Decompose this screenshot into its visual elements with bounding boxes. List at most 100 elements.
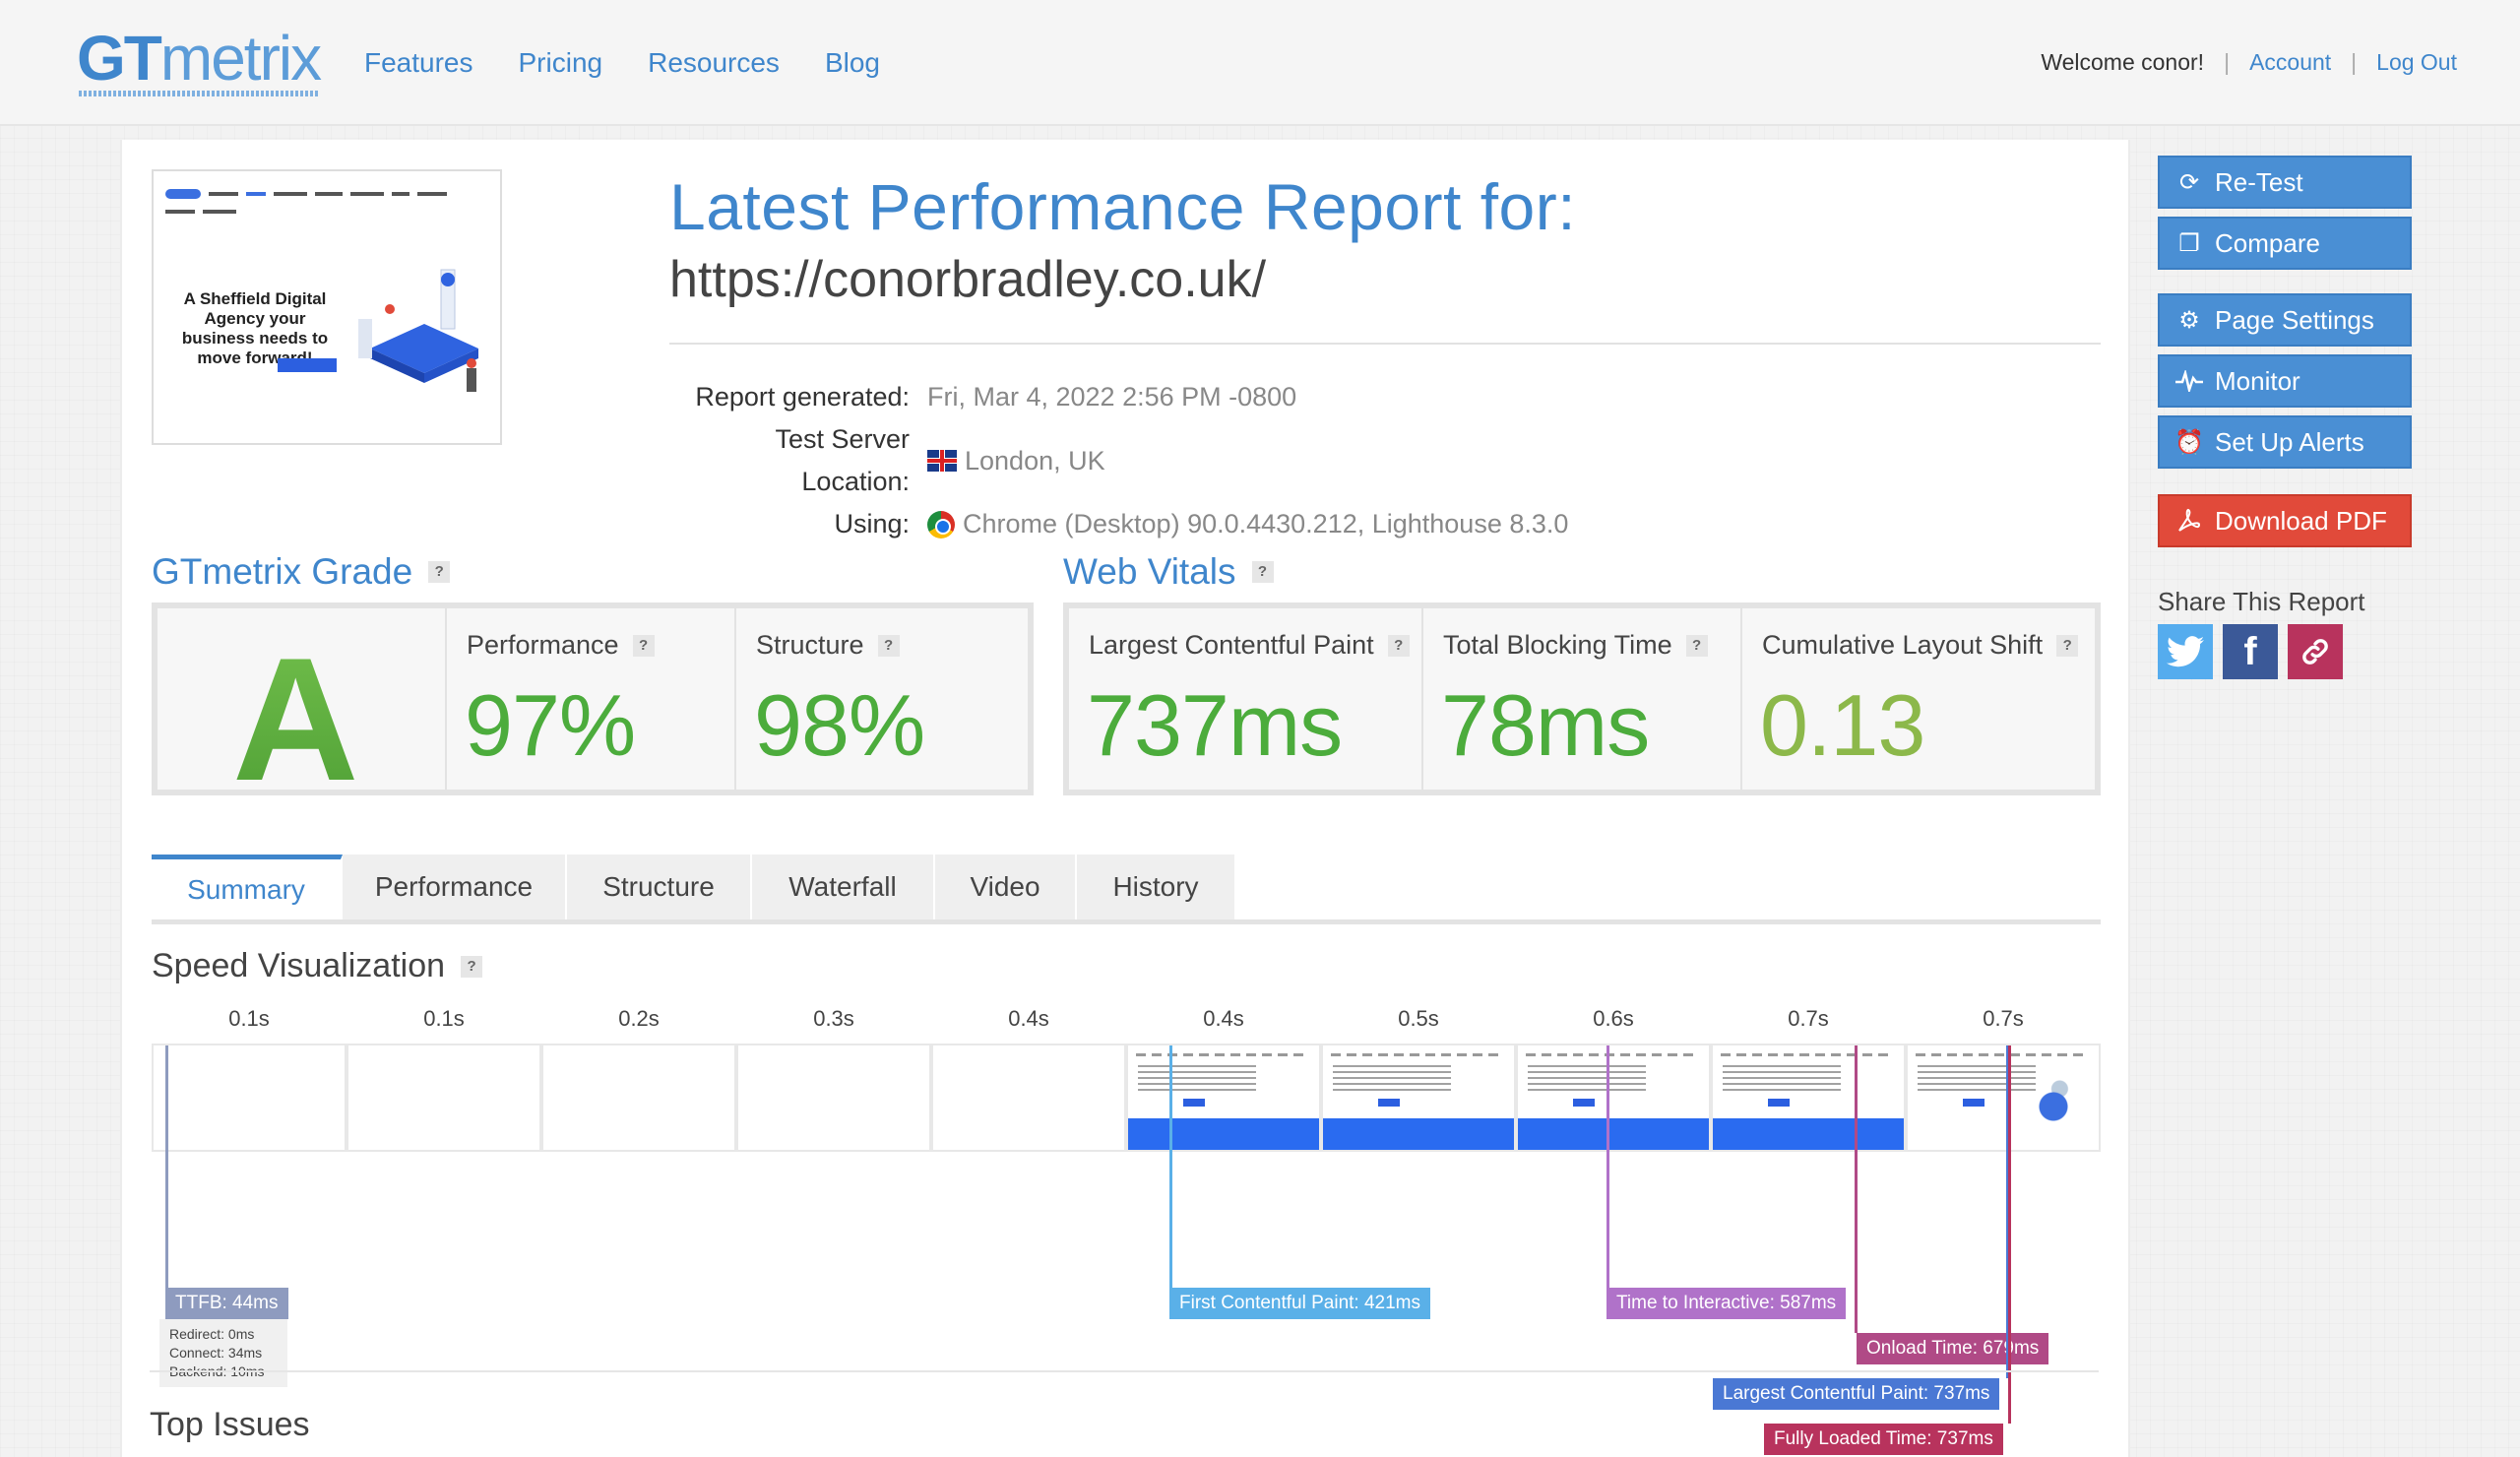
filmstrip-frame-painted[interactable]	[1516, 1044, 1711, 1152]
performance-value: 97%	[465, 676, 636, 774]
copy-link-button[interactable]	[2288, 624, 2343, 679]
timeline-ticks: 0.1s 0.1s 0.2s 0.3s 0.4s 0.4s 0.5s 0.6s …	[152, 1006, 2101, 1032]
ttfb-marker-label: TTFB: 44ms	[165, 1288, 288, 1319]
web-vitals-heading: Web Vitals ?	[1063, 551, 1274, 593]
download-pdf-button[interactable]: Download PDF	[2158, 494, 2412, 547]
help-icon[interactable]: ?	[1251, 561, 1274, 583]
tti-marker-line	[1606, 1045, 1609, 1288]
filmstrip-frame-blank[interactable]	[736, 1044, 931, 1152]
meta-label: Test Server Location:	[775, 424, 910, 496]
tab-structure[interactable]: Structure	[567, 855, 752, 919]
onload-marker-line	[1855, 1045, 1858, 1333]
grade-letter-cell: A	[158, 608, 447, 817]
lcp-label: Largest Contentful Paint	[1089, 630, 1374, 660]
twitter-share-button[interactable]	[2158, 624, 2213, 679]
tab-performance[interactable]: Performance	[343, 855, 567, 919]
performance-label: Performance	[467, 630, 619, 660]
twitter-icon	[2167, 636, 2204, 667]
tick-label: 0.4s	[1008, 1006, 1049, 1031]
logo-underline	[79, 91, 319, 96]
divider	[150, 1370, 2099, 1372]
tbt-cell: Total Blocking Time? 78ms	[1423, 608, 1742, 790]
meta-row-location: Test Server Location: London, UK	[669, 418, 1568, 503]
retest-label: Re-Test	[2215, 166, 2303, 197]
ttfb-connect: Connect: 34ms	[169, 1345, 263, 1361]
structure-cell: Structure? 98%	[736, 608, 1028, 790]
speed-visualization-heading: Speed Visualization ?	[152, 947, 483, 985]
fully-loaded-marker-line	[2008, 1045, 2011, 1424]
user-bar: Welcome conor! | Account | Log Out	[2041, 49, 2457, 76]
welcome-text: Welcome conor!	[2041, 49, 2205, 75]
share-buttons: f	[2158, 624, 2343, 679]
tab-waterfall[interactable]: Waterfall	[752, 855, 935, 919]
pdf-label: Download PDF	[2215, 505, 2387, 536]
compare-label: Compare	[2215, 227, 2320, 258]
set-up-alerts-button[interactable]: ⏰ Set Up Alerts	[2158, 415, 2412, 469]
help-icon[interactable]: ?	[1387, 634, 1410, 657]
nav-resources-link[interactable]: Resources	[648, 47, 780, 78]
fcp-marker-line	[1169, 1045, 1172, 1288]
pulse-icon	[2175, 367, 2203, 395]
fully-loaded-marker-label: Fully Loaded Time: 737ms	[1764, 1424, 2003, 1455]
onload-marker-label: Onload Time: 679ms	[1857, 1333, 2049, 1364]
tick-label: 0.4s	[1203, 1006, 1244, 1031]
page-settings-button[interactable]: ⚙ Page Settings	[2158, 293, 2412, 347]
meta-row-generated: Report generated: Fri, Mar 4, 2022 2:56 …	[669, 376, 1568, 418]
tab-history[interactable]: History	[1077, 855, 1236, 919]
thumbnail-headline: A Sheffield Digital Agency your business…	[181, 289, 329, 367]
tick-label: 0.1s	[423, 1006, 465, 1031]
report-title: Latest Performance Report for:	[669, 170, 1577, 243]
filmstrip-frame-painted[interactable]	[1321, 1044, 1516, 1152]
filmstrip	[152, 1044, 2101, 1152]
copy-icon: ❐	[2178, 229, 2200, 257]
thumbnail-nav	[165, 185, 490, 214]
tab-video[interactable]: Video	[935, 855, 1077, 919]
help-icon[interactable]: ?	[2056, 634, 2079, 657]
filmstrip-frame-painted[interactable]	[1126, 1044, 1321, 1152]
page-settings-label: Page Settings	[2215, 304, 2374, 335]
separator: |	[2351, 49, 2358, 75]
main-nav: Features Pricing Resources Blog	[364, 47, 880, 79]
nav-features-link[interactable]: Features	[364, 47, 473, 78]
facebook-share-button[interactable]: f	[2223, 624, 2278, 679]
structure-value: 98%	[754, 676, 925, 774]
account-link[interactable]: Account	[2249, 49, 2332, 75]
page-screenshot-thumbnail[interactable]: A Sheffield Digital Agency your business…	[152, 169, 502, 445]
help-icon[interactable]: ?	[428, 561, 451, 583]
tbt-value: 78ms	[1441, 676, 1650, 774]
logout-link[interactable]: Log Out	[2376, 49, 2457, 75]
monitor-button[interactable]: Monitor	[2158, 354, 2412, 408]
retest-button[interactable]: ⟳ Re-Test	[2158, 156, 2412, 209]
help-icon[interactable]: ?	[632, 634, 655, 657]
gtmetrix-logo[interactable]: GTmetrix	[77, 22, 322, 95]
thumbnail-illustration	[358, 269, 478, 392]
nav-blog-link[interactable]: Blog	[824, 47, 880, 78]
help-icon[interactable]: ?	[1685, 634, 1708, 657]
filmstrip-frame-blank[interactable]	[931, 1044, 1126, 1152]
report-url[interactable]: https://conorbradley.co.uk/	[669, 251, 1267, 308]
nav-pricing-link[interactable]: Pricing	[518, 47, 603, 78]
meta-value: London, UK	[965, 445, 1105, 475]
filmstrip-frame-blank[interactable]	[541, 1044, 736, 1152]
filmstrip-frame-painted[interactable]	[1711, 1044, 1906, 1152]
filmstrip-frame-final[interactable]	[1906, 1044, 2101, 1152]
logo-metrix: metrix	[159, 23, 322, 94]
meta-value: Chrome (Desktop) 90.0.4430.212, Lighthou…	[963, 509, 1569, 538]
chrome-icon	[927, 510, 955, 538]
tab-summary[interactable]: Summary	[152, 855, 343, 919]
tick-label: 0.7s	[1788, 1006, 1829, 1031]
filmstrip-frame-blank[interactable]	[152, 1044, 346, 1152]
top-issues-heading: Top Issues	[150, 1406, 310, 1443]
help-icon[interactable]: ?	[461, 955, 483, 978]
tick-label: 0.6s	[1593, 1006, 1634, 1031]
filmstrip-frame-blank[interactable]	[346, 1044, 541, 1152]
pdf-icon	[2175, 507, 2203, 535]
report-panel: A Sheffield Digital Agency your business…	[120, 140, 2130, 1457]
compare-button[interactable]: ❐ Compare	[2158, 217, 2412, 270]
grade-heading-text: GTmetrix Grade	[152, 551, 413, 592]
divider	[669, 343, 2101, 345]
meta-label: Using:	[834, 509, 910, 538]
fcp-marker-label: First Contentful Paint: 421ms	[1169, 1288, 1430, 1319]
ttfb-marker-line	[165, 1045, 168, 1309]
help-icon[interactable]: ?	[877, 634, 900, 657]
